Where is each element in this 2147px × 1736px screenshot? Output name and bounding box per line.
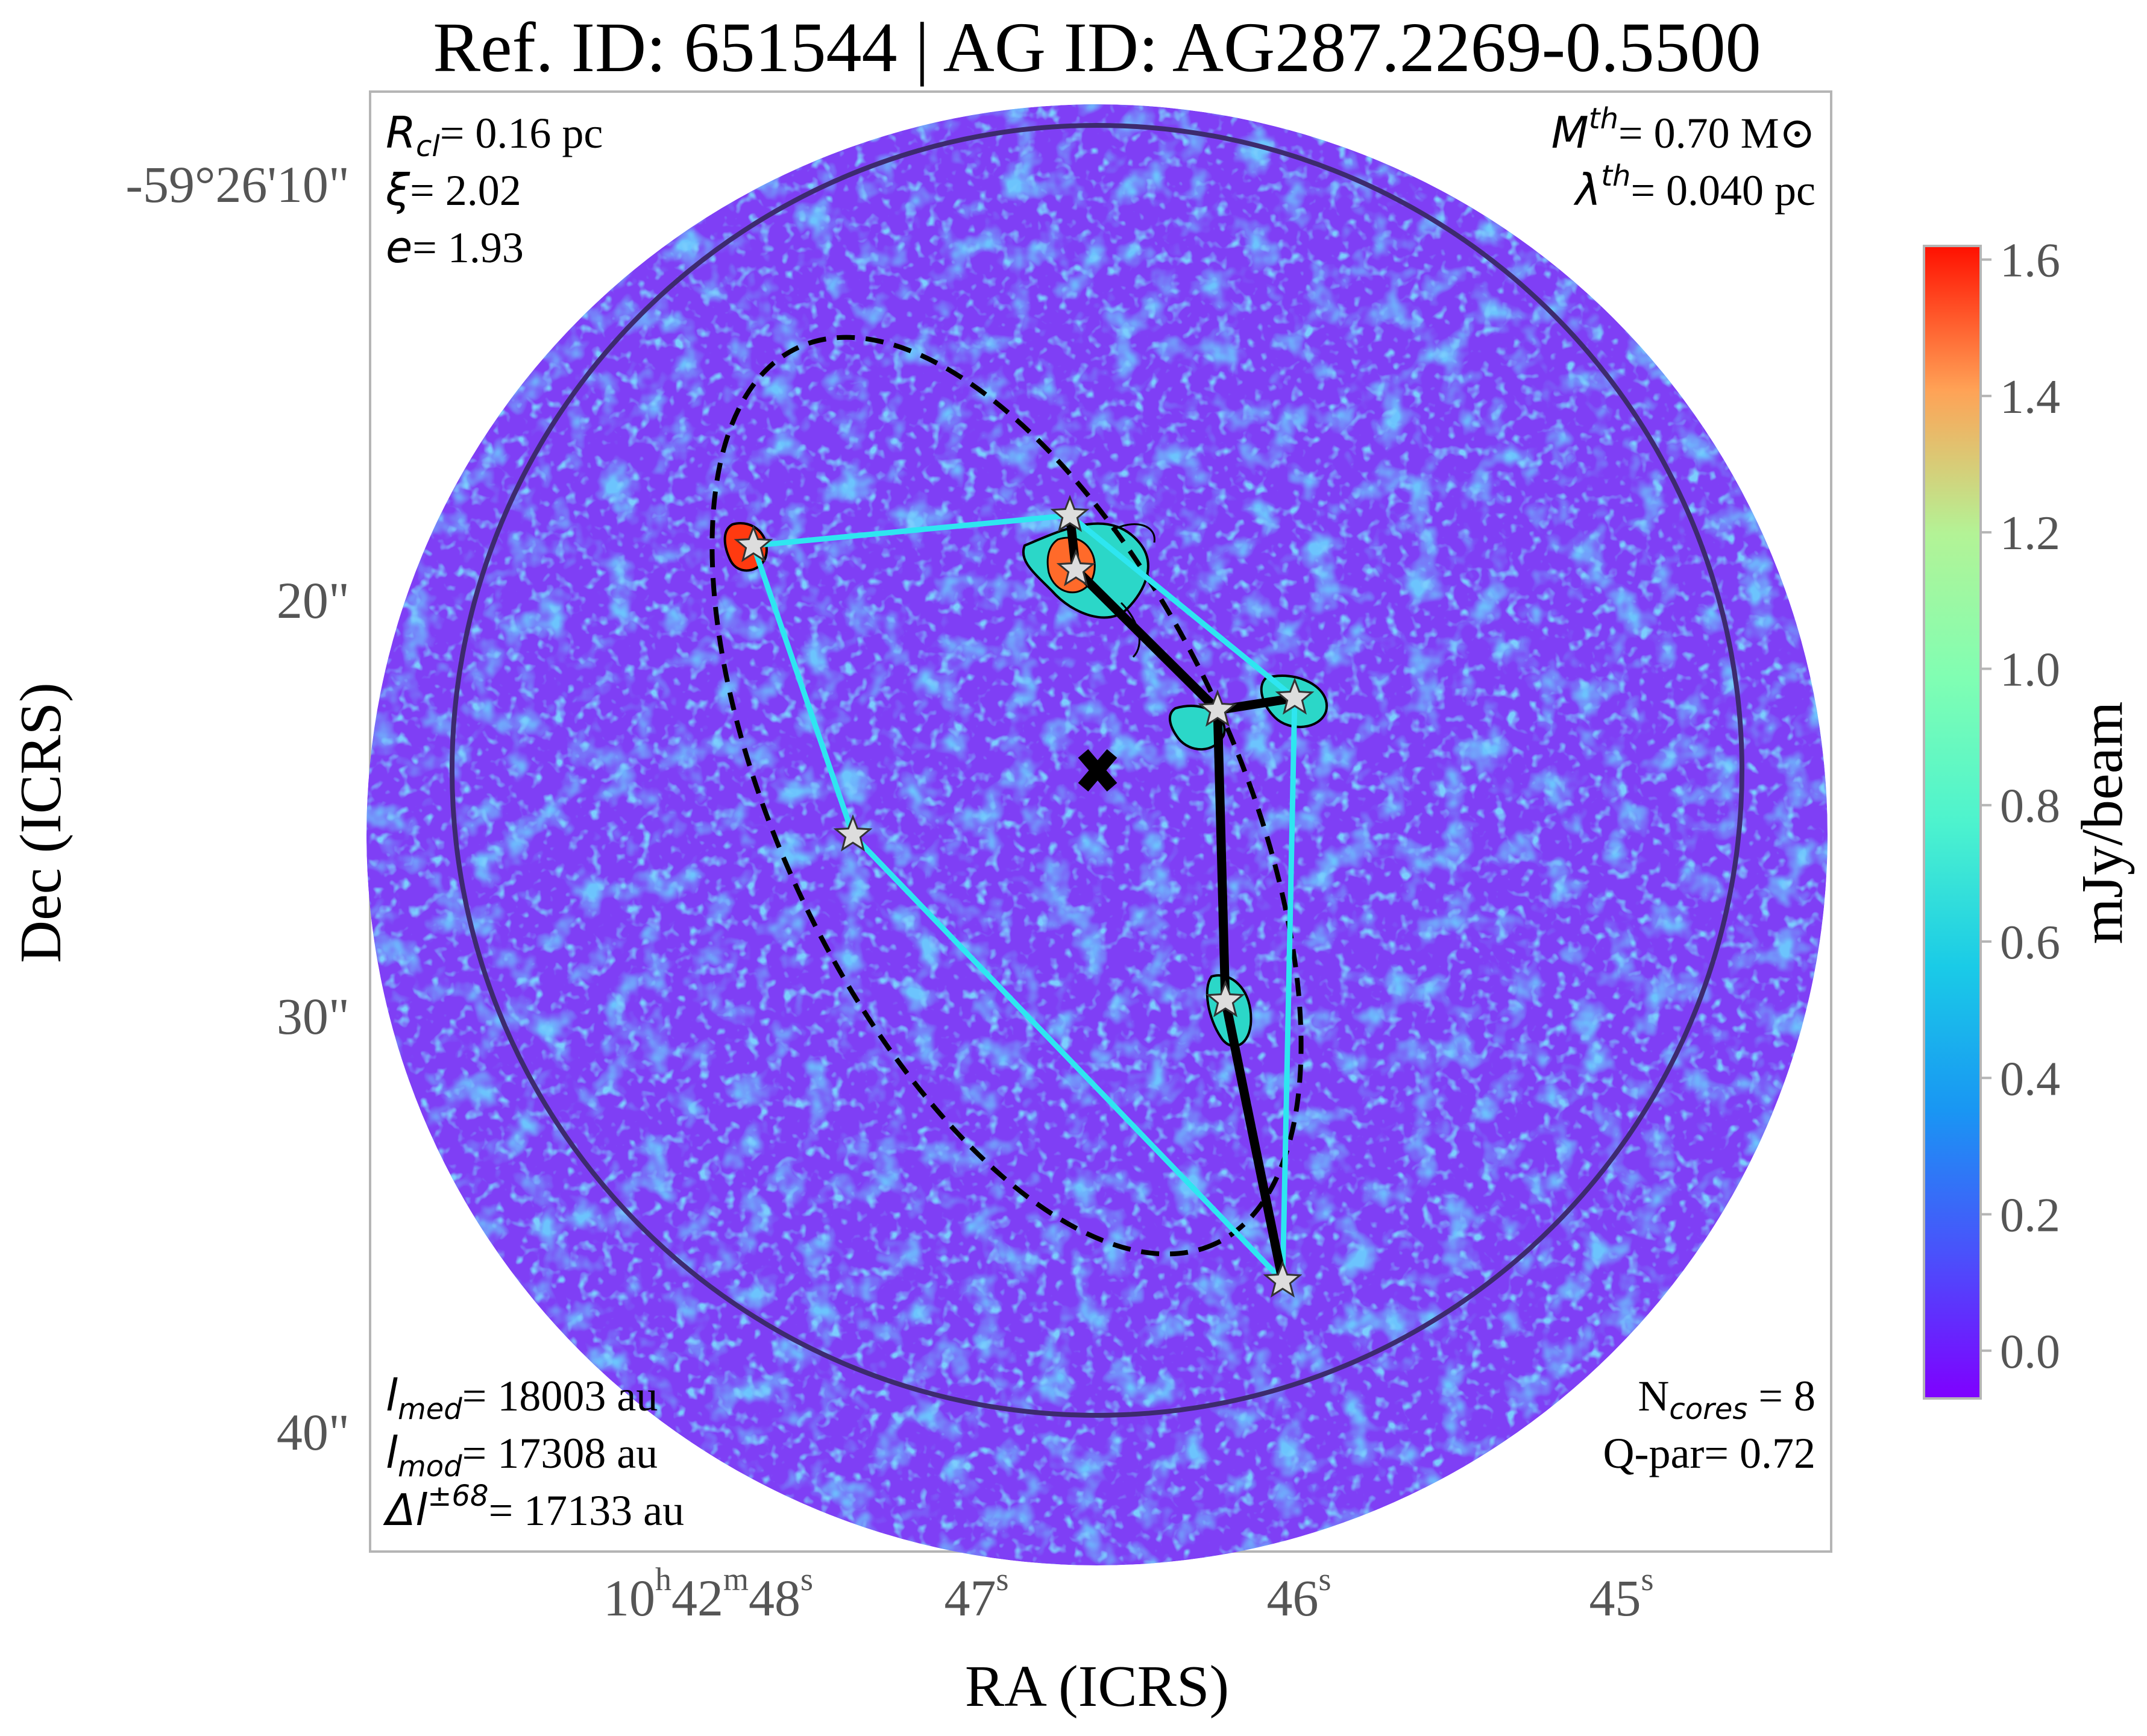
lambda-value: = 0.040 pc	[1630, 166, 1815, 215]
clump-radius-circle	[450, 123, 1744, 1418]
annotation-n-cores: Ncores = 8	[1638, 1372, 1815, 1426]
l-mod-symbol: l	[386, 1427, 398, 1478]
annotation-xi: ξ= 2.02	[385, 165, 521, 215]
mj-superscript: th	[1589, 102, 1618, 136]
annotation-mj: Mth= 0.70 M⊙	[1551, 102, 1815, 158]
x-tick-3: 45s	[1589, 1561, 1653, 1627]
l-med-symbol: l	[386, 1370, 398, 1421]
r-cl-value: = 0.16 pc	[440, 109, 603, 157]
colorbar-tick-label-5: 1.0	[2000, 643, 2060, 696]
annotation-delta-l: Δl±68= 17133 au	[383, 1479, 684, 1535]
x-tick-0-h-unit: h	[655, 1561, 671, 1597]
r-cl-subscript: cl	[416, 130, 440, 163]
x-tick-1: 47s	[944, 1561, 1008, 1627]
core-star-icon	[1275, 677, 1315, 715]
annotation-l-mod: lmod= 17308 au	[386, 1427, 658, 1483]
xi-symbol: ξ	[385, 165, 410, 215]
x-tick-0-minutes: 42	[671, 1569, 723, 1627]
l-med-subscript: med	[398, 1392, 462, 1426]
colorbar	[1923, 245, 1982, 1400]
core-star-icon	[1056, 549, 1096, 587]
x-tick-0-hours: 10	[603, 1569, 655, 1627]
lambda-symbol: λ	[1573, 165, 1602, 215]
contour-fragment-1	[1111, 523, 1155, 543]
convex-hull	[750, 512, 1298, 1288]
core-star-icon	[1198, 689, 1237, 727]
r-cl-symbol: R	[386, 107, 416, 158]
mst-branch-1	[1065, 515, 1296, 715]
l-mod-value: = 17308 au	[462, 1429, 658, 1477]
l-med-value: = 18003 au	[462, 1372, 658, 1420]
map-noise-small	[366, 104, 1828, 1565]
delta-l-symbol: Δl	[383, 1485, 427, 1535]
colorbar-tick-label-7: 1.4	[2000, 371, 2060, 424]
x-tick-1-seconds: 47	[944, 1569, 996, 1627]
x-axis-label: RA (ICRS)	[965, 1654, 1229, 1719]
mj-value: = 0.70 M⊙	[1618, 109, 1815, 157]
annotation-q-par: Q-par= 0.72	[1603, 1429, 1815, 1477]
l-mod-subscript: mod	[398, 1450, 462, 1483]
colorbar-tick-label-4: 0.8	[2000, 780, 2060, 833]
y-axis-label: Dec (ICRS)	[8, 682, 74, 963]
colorbar-tick-label-3: 0.6	[2000, 916, 2060, 969]
delta-l-superscript: ±68	[427, 1479, 488, 1513]
n-cores-subscript: cores	[1669, 1392, 1747, 1426]
x-tick-0: 10h42m48s	[603, 1561, 813, 1627]
core-markers	[734, 494, 1315, 1298]
core-star-icon	[1263, 1260, 1303, 1298]
fitted-ellipse	[709, 335, 1304, 1257]
core-star-icon	[1206, 980, 1245, 1017]
mj-symbol: M	[1551, 107, 1589, 158]
x-tick-0-s-unit: s	[800, 1561, 813, 1597]
x-tick-3-seconds: 45	[1589, 1569, 1641, 1627]
core-star-icon	[734, 524, 773, 562]
annotation-r-cl: Rcl= 0.16 pc	[386, 107, 603, 163]
delta-l-value: = 17133 au	[489, 1486, 685, 1535]
emission-map	[366, 104, 1828, 1565]
x-tick-2-seconds: 46	[1266, 1569, 1318, 1627]
x-tick-0-m-unit: m	[723, 1561, 749, 1597]
y-tick-1: 20"	[277, 571, 350, 629]
n-cores-value: = 8	[1747, 1372, 1815, 1420]
centroid-marker	[1078, 749, 1118, 792]
y-tick-0: -59°26'10"	[125, 156, 350, 213]
hull-edge-extra	[1068, 513, 1297, 700]
y-tick-3: 40"	[277, 1403, 350, 1461]
colorbar-ticks: 0.0 0.2 0.4 0.6 0.8 1.0 1.2 1.4 1.6	[1981, 234, 2060, 1379]
y-tick-2: 30"	[277, 987, 350, 1045]
annotation-lambda: λth= 0.040 pc	[1573, 159, 1815, 215]
figure-title: Ref. ID: 651544 | AG ID: AG287.2269-0.55…	[433, 8, 1761, 87]
e-symbol: e	[386, 222, 412, 272]
colorbar-tick-label-8: 1.6	[2000, 234, 2060, 288]
annotation-e: e= 1.93	[386, 222, 524, 272]
x-tick-2-s-unit: s	[1318, 1561, 1331, 1597]
colorbar-tick-label-0: 0.0	[2000, 1326, 2060, 1379]
x-tick-1-s-unit: s	[996, 1561, 1008, 1597]
x-tick-2: 46s	[1266, 1561, 1331, 1627]
xi-value: = 2.02	[410, 166, 521, 215]
core-star-icon	[1050, 494, 1090, 532]
colorbar-tick-label-2: 0.4	[2000, 1052, 2060, 1105]
core-star-icon	[833, 814, 873, 852]
e-value: = 1.93	[412, 224, 524, 272]
colorbar-tick-label-1: 0.2	[2000, 1189, 2060, 1242]
colorbar-label: mJy/beam	[2070, 702, 2135, 945]
lambda-superscript: th	[1601, 159, 1630, 193]
annotation-l-med: lmed= 18003 au	[386, 1370, 658, 1426]
colorbar-tick-label-6: 1.2	[2000, 507, 2060, 560]
x-tick-0-seconds: 48	[749, 1569, 800, 1627]
x-tick-3-s-unit: s	[1641, 1561, 1653, 1597]
n-cores-symbol: N	[1638, 1372, 1669, 1420]
